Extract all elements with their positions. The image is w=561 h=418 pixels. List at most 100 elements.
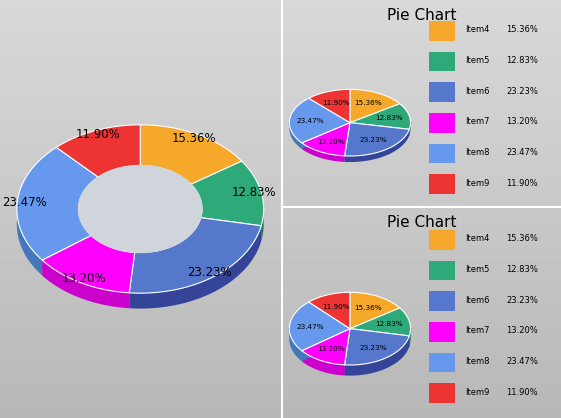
- Polygon shape: [135, 218, 201, 268]
- Text: 13.20%: 13.20%: [317, 139, 345, 145]
- FancyBboxPatch shape: [429, 113, 455, 133]
- Polygon shape: [302, 122, 350, 149]
- Text: 23.47%: 23.47%: [297, 118, 324, 124]
- Polygon shape: [79, 207, 91, 251]
- Polygon shape: [289, 122, 302, 143]
- Text: Item6: Item6: [465, 296, 490, 305]
- Polygon shape: [350, 122, 411, 129]
- Text: Item6: Item6: [465, 87, 490, 96]
- Polygon shape: [344, 122, 350, 162]
- Text: Item7: Item7: [465, 117, 490, 126]
- Text: 12.83%: 12.83%: [507, 56, 539, 65]
- Polygon shape: [191, 161, 264, 226]
- Text: 23.23%: 23.23%: [187, 266, 232, 280]
- Polygon shape: [289, 302, 350, 351]
- Polygon shape: [42, 235, 135, 293]
- Polygon shape: [302, 329, 350, 365]
- Polygon shape: [289, 328, 350, 339]
- Text: Item4: Item4: [465, 25, 490, 34]
- Text: 23.23%: 23.23%: [360, 137, 387, 143]
- FancyBboxPatch shape: [429, 174, 455, 194]
- Polygon shape: [344, 336, 410, 365]
- Polygon shape: [350, 329, 410, 347]
- Polygon shape: [129, 218, 261, 293]
- Polygon shape: [410, 328, 411, 347]
- Text: Item7: Item7: [465, 326, 490, 335]
- Polygon shape: [350, 122, 410, 135]
- Polygon shape: [302, 143, 344, 156]
- Text: Pie Chart: Pie Chart: [387, 215, 456, 230]
- Polygon shape: [344, 129, 410, 162]
- Polygon shape: [344, 336, 410, 376]
- Polygon shape: [350, 292, 400, 329]
- Text: 15.36%: 15.36%: [507, 234, 539, 243]
- Text: 12.83%: 12.83%: [507, 265, 539, 274]
- Polygon shape: [289, 98, 350, 143]
- Text: 11.90%: 11.90%: [507, 178, 538, 188]
- Polygon shape: [344, 329, 410, 365]
- Polygon shape: [410, 328, 411, 336]
- Polygon shape: [350, 104, 411, 129]
- Text: 11.90%: 11.90%: [322, 99, 350, 105]
- Polygon shape: [261, 205, 264, 241]
- Text: 23.47%: 23.47%: [507, 148, 539, 157]
- FancyBboxPatch shape: [429, 291, 455, 311]
- Polygon shape: [302, 329, 350, 361]
- Text: 12.83%: 12.83%: [375, 115, 402, 121]
- Text: 15.36%: 15.36%: [507, 25, 539, 34]
- Polygon shape: [350, 308, 411, 336]
- Polygon shape: [350, 122, 410, 135]
- FancyBboxPatch shape: [429, 353, 455, 372]
- Polygon shape: [289, 122, 302, 149]
- Polygon shape: [350, 89, 400, 122]
- Text: Item9: Item9: [465, 387, 490, 397]
- Polygon shape: [289, 328, 302, 361]
- Text: 11.90%: 11.90%: [507, 387, 538, 397]
- Polygon shape: [201, 207, 202, 233]
- Text: 15.36%: 15.36%: [355, 305, 382, 311]
- Polygon shape: [344, 122, 350, 162]
- Polygon shape: [302, 351, 344, 375]
- FancyBboxPatch shape: [429, 144, 455, 163]
- Text: Item9: Item9: [465, 178, 490, 188]
- Text: 15.36%: 15.36%: [355, 100, 382, 107]
- Polygon shape: [56, 125, 140, 177]
- Polygon shape: [302, 122, 350, 156]
- Polygon shape: [129, 226, 261, 308]
- Text: 23.47%: 23.47%: [297, 324, 324, 330]
- Polygon shape: [17, 205, 42, 275]
- Text: Item8: Item8: [465, 357, 490, 366]
- FancyBboxPatch shape: [429, 82, 455, 102]
- Text: 23.47%: 23.47%: [3, 196, 47, 209]
- Polygon shape: [344, 329, 350, 375]
- Polygon shape: [140, 125, 242, 184]
- Polygon shape: [302, 351, 344, 365]
- Polygon shape: [42, 260, 129, 308]
- Text: 12.83%: 12.83%: [375, 321, 402, 327]
- Polygon shape: [91, 235, 135, 268]
- Text: Item5: Item5: [465, 56, 490, 65]
- Text: Item5: Item5: [465, 265, 490, 274]
- Polygon shape: [302, 329, 350, 361]
- Text: Pie Chart: Pie Chart: [387, 8, 456, 23]
- Polygon shape: [344, 122, 410, 156]
- Text: 13.20%: 13.20%: [507, 117, 539, 126]
- Polygon shape: [302, 122, 350, 149]
- Polygon shape: [79, 166, 202, 252]
- FancyBboxPatch shape: [429, 230, 455, 250]
- Polygon shape: [302, 143, 344, 162]
- Polygon shape: [350, 328, 411, 339]
- Polygon shape: [289, 122, 350, 129]
- Polygon shape: [350, 329, 410, 347]
- Text: 23.23%: 23.23%: [360, 344, 387, 351]
- Text: 13.20%: 13.20%: [507, 326, 539, 335]
- Text: 15.36%: 15.36%: [172, 132, 216, 145]
- Text: 13.20%: 13.20%: [317, 347, 345, 352]
- Polygon shape: [410, 122, 411, 129]
- Polygon shape: [309, 292, 350, 329]
- Polygon shape: [309, 89, 350, 122]
- Text: Item4: Item4: [465, 234, 490, 243]
- FancyBboxPatch shape: [429, 52, 455, 71]
- FancyBboxPatch shape: [429, 322, 455, 342]
- Text: 23.23%: 23.23%: [507, 87, 539, 96]
